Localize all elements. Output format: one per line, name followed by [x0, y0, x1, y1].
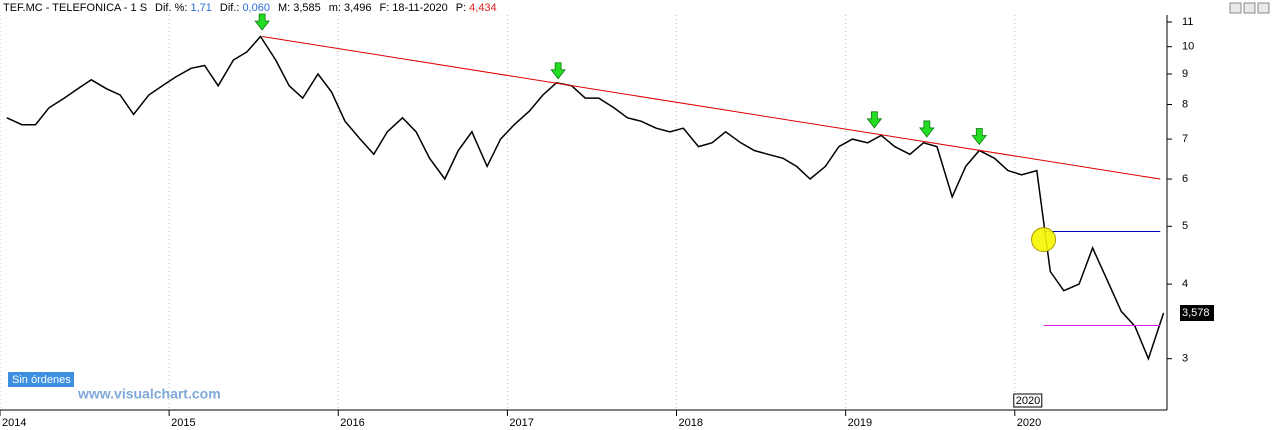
header-label: m:	[329, 2, 341, 14]
x-tick-label: 2016	[340, 417, 364, 429]
x-tick-label: 2018	[679, 417, 703, 429]
y-tick-label: 11	[1182, 16, 1193, 28]
header-label: P:	[456, 2, 466, 14]
arrow-marker	[254, 13, 270, 31]
header-symbol: TEF.MC - TELEFONICA - 1 S	[3, 2, 147, 14]
price-line	[6, 35, 1165, 361]
x-tick-label: 2014	[2, 417, 26, 429]
arrow-marker	[866, 111, 883, 129]
arrow-marker	[919, 120, 935, 138]
y-tick-label: 5	[1182, 220, 1188, 232]
header-value: 1,71	[190, 2, 211, 14]
arrow-marker	[550, 62, 566, 80]
arrow-marker	[971, 128, 988, 146]
window-button[interactable]	[1257, 2, 1270, 14]
orders-button-label: Sin órdenes	[12, 374, 71, 386]
header-value: 18-11-2020	[392, 2, 447, 14]
orders-button[interactable]	[8, 372, 74, 387]
header-label: F:	[380, 2, 390, 14]
y-tick-label: 7	[1182, 133, 1188, 145]
highlight-circle	[1031, 227, 1057, 253]
x-tick-label: 2019	[848, 417, 872, 429]
y-tick-label: 3	[1182, 353, 1188, 365]
header-label: Dif.:	[220, 2, 240, 14]
window-button[interactable]	[1243, 2, 1256, 14]
y-tick-label: 4	[1182, 278, 1188, 290]
cursor-label: 2020	[1016, 395, 1040, 407]
y-tick-label: 6	[1182, 173, 1188, 185]
trend-line	[262, 36, 1161, 180]
y-tick-label: 9	[1182, 68, 1188, 80]
window-button[interactable]	[1229, 2, 1242, 14]
cursor-box	[1013, 393, 1043, 408]
header-label: Dif. %:	[155, 2, 187, 14]
header-value: 3,585	[293, 2, 321, 14]
last-price-label: 3,578	[1182, 307, 1210, 319]
x-tick-label: 2015	[171, 417, 195, 429]
header-value: 3,496	[344, 2, 372, 14]
x-tick-label: 2020	[1017, 417, 1041, 429]
x-tick-label: 2017	[509, 417, 533, 429]
header-value: 4,434	[469, 2, 497, 14]
watermark: www.visualchart.com	[77, 386, 221, 402]
header-value: 0,060	[242, 2, 270, 14]
y-tick-label: 10	[1182, 41, 1194, 53]
last-price-box	[1180, 305, 1214, 322]
y-tick-label: 8	[1182, 98, 1188, 110]
header-label: M:	[278, 2, 290, 14]
